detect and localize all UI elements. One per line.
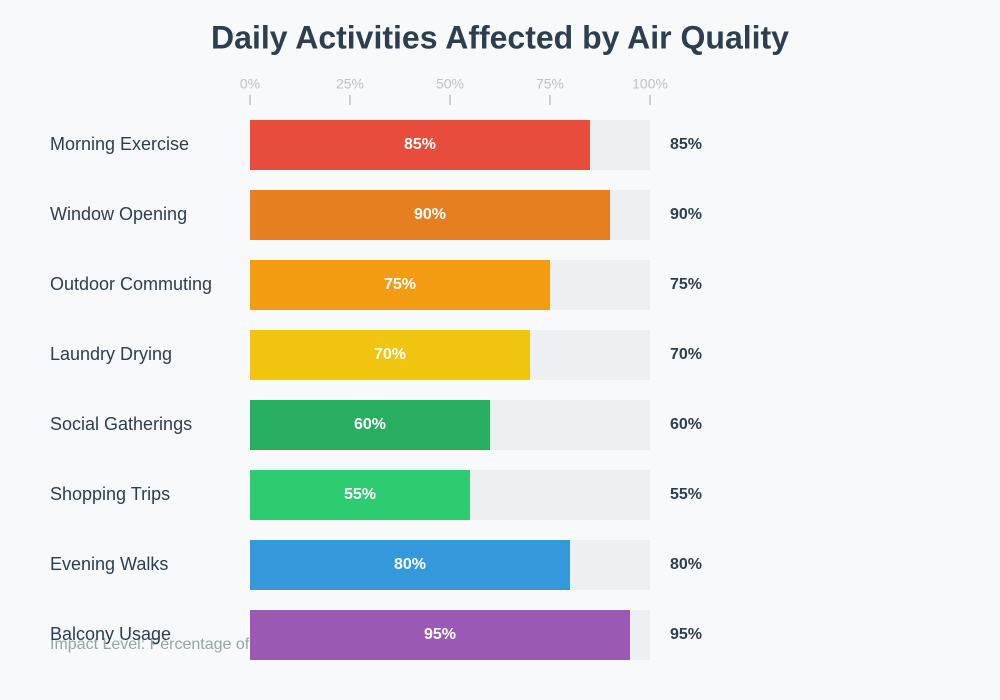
- bar-inner-label: 75%: [384, 276, 416, 293]
- bar-inner-label: 95%: [424, 626, 456, 643]
- value-label: 95%: [670, 626, 702, 643]
- value-label: 85%: [670, 136, 702, 153]
- category-label: Morning Exercise: [50, 134, 189, 154]
- value-label: 55%: [670, 486, 702, 503]
- category-label: Window Opening: [50, 204, 187, 224]
- bar-inner-label: 80%: [394, 556, 426, 573]
- bar-inner-label: 70%: [374, 346, 406, 363]
- category-label: Social Gatherings: [50, 414, 192, 434]
- bar: [250, 260, 550, 310]
- chart-title: Daily Activities Affected by Air Quality: [211, 19, 789, 55]
- bar: [250, 190, 610, 240]
- value-label: 60%: [670, 416, 702, 433]
- value-label: 70%: [670, 346, 702, 363]
- value-label: 90%: [670, 206, 702, 223]
- x-tick-label: 75%: [536, 76, 564, 92]
- bar: [250, 610, 630, 660]
- bar-inner-label: 60%: [354, 416, 386, 433]
- category-label: Laundry Drying: [50, 344, 172, 364]
- bar: [250, 470, 470, 520]
- bar-inner-label: 55%: [344, 486, 376, 503]
- category-label: Outdoor Commuting: [50, 274, 212, 294]
- bar: [250, 540, 570, 590]
- x-tick-label: 0%: [240, 76, 260, 92]
- value-label: 80%: [670, 556, 702, 573]
- bar: [250, 120, 590, 170]
- category-label: Evening Walks: [50, 554, 168, 574]
- bar: [250, 400, 490, 450]
- bar-inner-label: 85%: [404, 136, 436, 153]
- value-label: 75%: [670, 276, 702, 293]
- bar: [250, 330, 530, 380]
- x-tick-label: 25%: [336, 76, 364, 92]
- x-tick-label: 50%: [436, 76, 464, 92]
- bar-inner-label: 90%: [414, 206, 446, 223]
- category-label: Balcony Usage: [50, 624, 171, 644]
- category-label: Shopping Trips: [50, 484, 170, 504]
- x-tick-label: 100%: [632, 76, 668, 92]
